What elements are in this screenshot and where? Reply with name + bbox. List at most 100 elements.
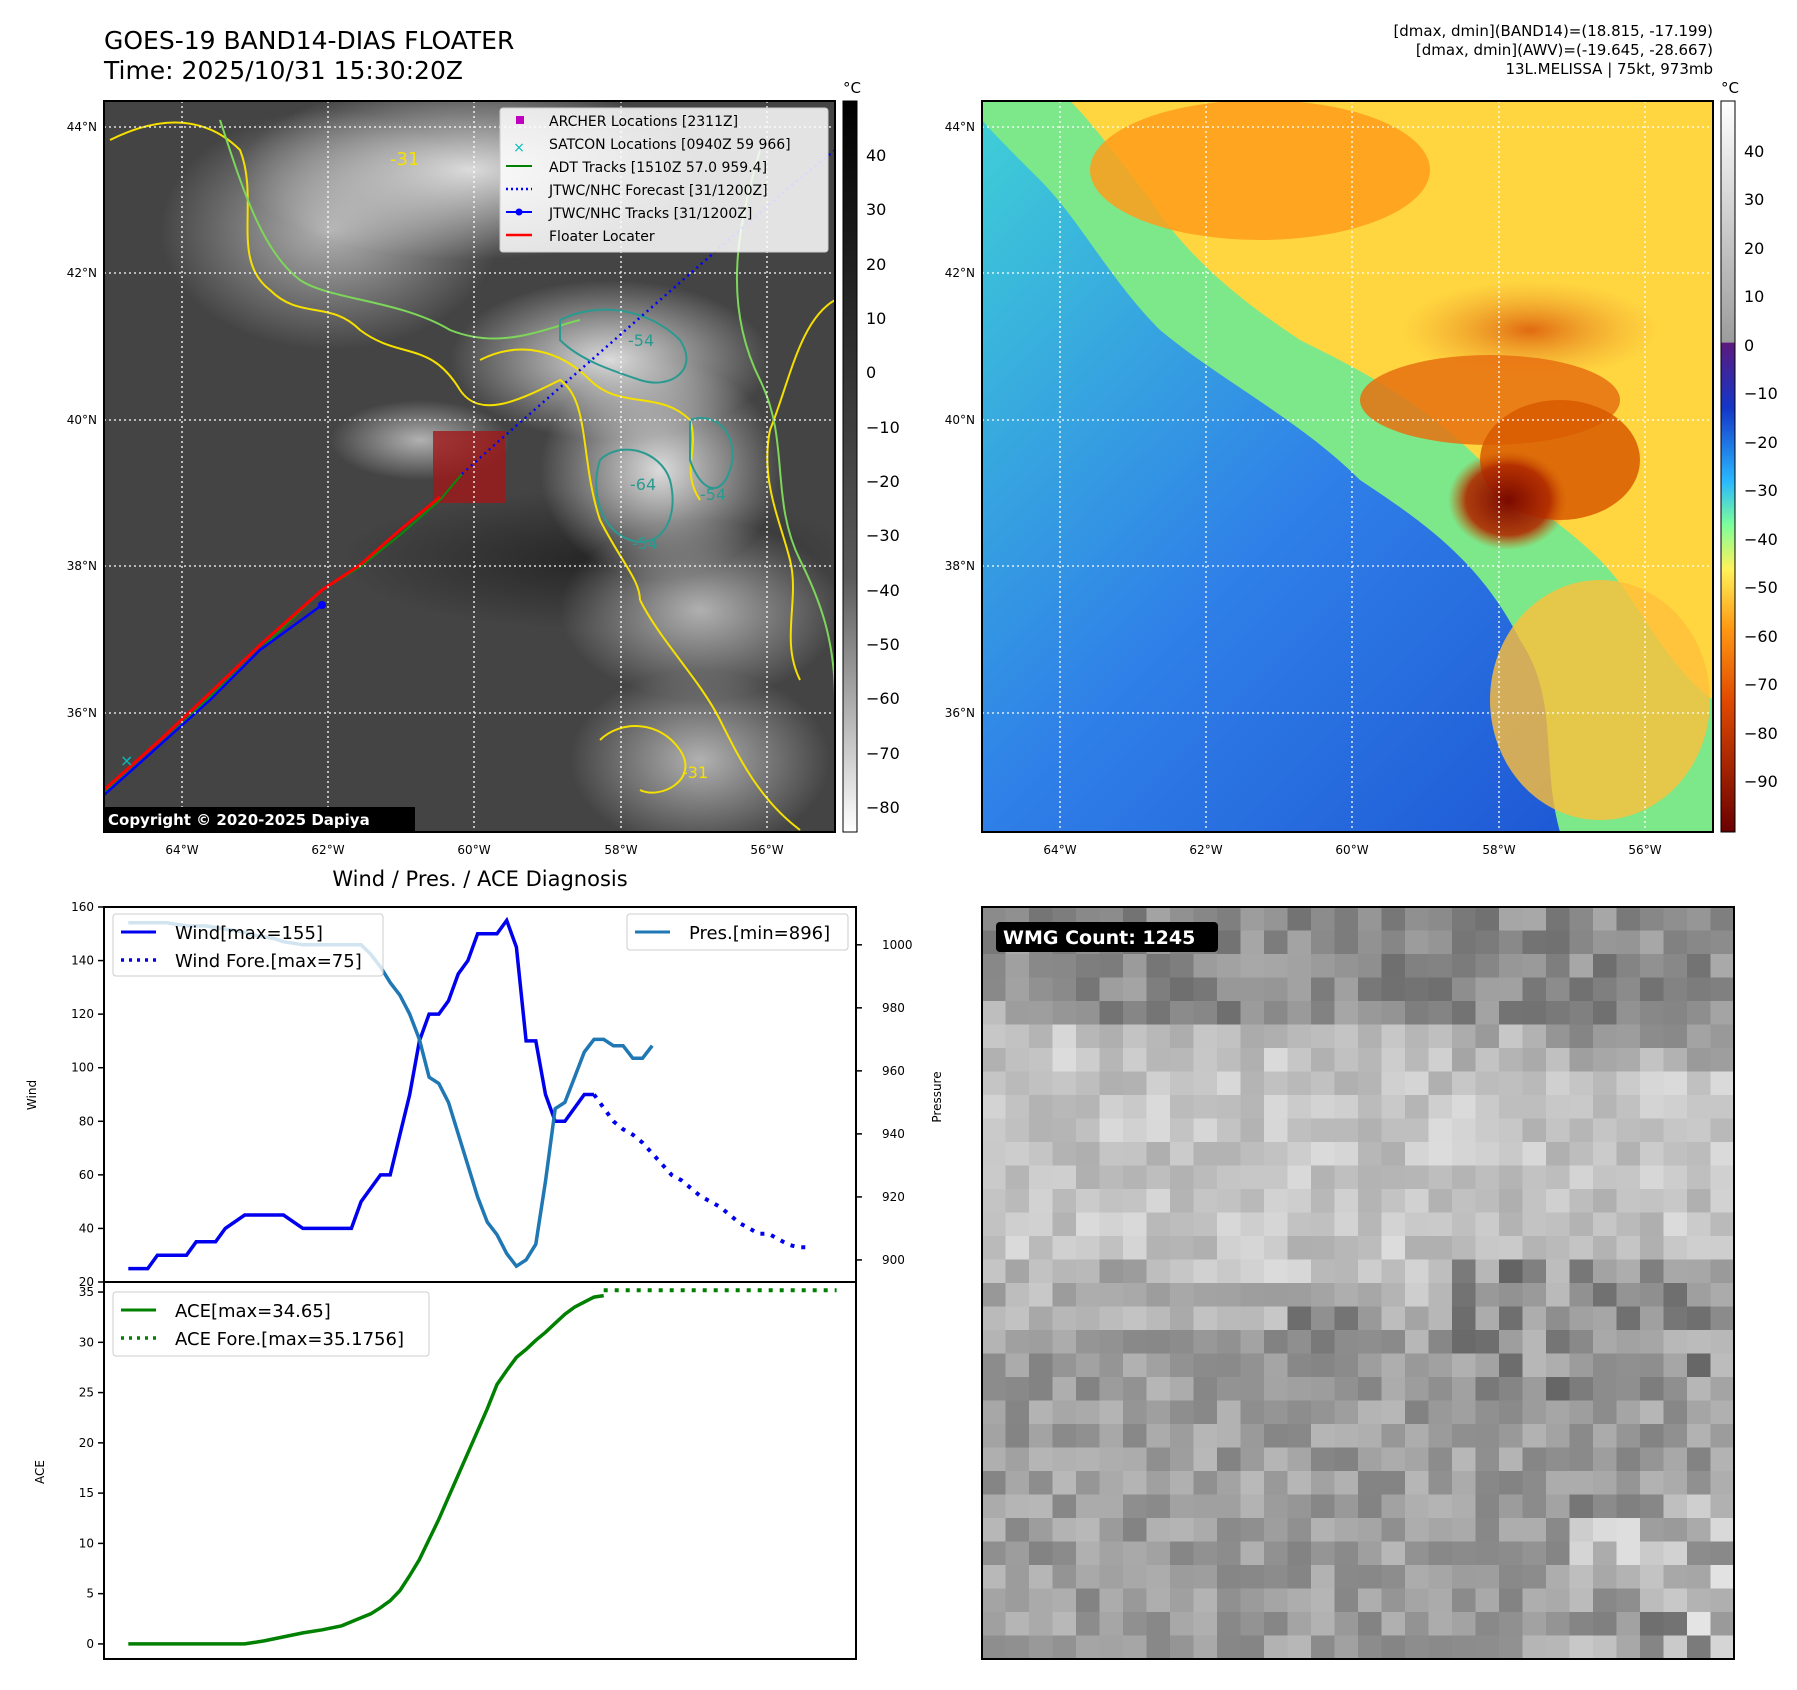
wmg-cell	[1522, 1588, 1547, 1613]
wmg-cell	[1381, 1377, 1406, 1402]
wmg-cell	[1381, 1447, 1406, 1472]
wmg-cell	[1005, 1212, 1030, 1237]
wmg-cell	[1593, 1212, 1618, 1237]
wmg-cell	[1640, 1400, 1665, 1425]
diagnosis-chart: Wind / Pres. / ACE Diagnosis 20406080100…	[25, 867, 944, 1660]
wmg-cell	[1193, 1471, 1218, 1496]
wmg-cell	[1569, 1400, 1594, 1425]
wmg-cell	[1616, 1071, 1641, 1096]
wmg-cell	[1193, 977, 1218, 1002]
cloud-core	[1448, 450, 1568, 550]
wmg-cell	[1240, 1001, 1265, 1026]
wmg-cell	[1170, 1471, 1195, 1496]
wmg-cell	[1334, 1306, 1359, 1331]
wmg-cell	[1381, 1024, 1406, 1049]
wmg-cell	[1334, 1471, 1359, 1496]
wmg-cell	[1522, 1001, 1547, 1026]
wmg-cell	[982, 1635, 1007, 1659]
wmg-cell	[1616, 1306, 1641, 1331]
wmg-cell	[1593, 1024, 1618, 1049]
wmg-cell	[1616, 1588, 1641, 1613]
wmg-cell	[1569, 1612, 1594, 1637]
wmg-cell	[1405, 1165, 1430, 1190]
wmg-cell	[1217, 1048, 1242, 1073]
wmg-cell	[1405, 1447, 1430, 1472]
wmg-cell	[1170, 954, 1195, 979]
wmg-cell	[1475, 1353, 1500, 1378]
wmg-cell	[1522, 1612, 1547, 1637]
wmg-cell	[1499, 1283, 1524, 1308]
wmg-cell	[1029, 1142, 1054, 1167]
wmg-cell	[1170, 1001, 1195, 1026]
wmg-cell	[1358, 1447, 1383, 1472]
wmg-cell	[1264, 1353, 1289, 1378]
wmg-cell	[1452, 1612, 1477, 1637]
wmg-cell	[1475, 1541, 1500, 1566]
wmg-cell	[1193, 1447, 1218, 1472]
color-cb-tick: 20	[1744, 239, 1764, 258]
wmg-cell	[982, 1071, 1007, 1096]
wmg-cell	[1240, 1236, 1265, 1261]
wmg-cell	[1569, 1024, 1594, 1049]
wmg-cell	[1640, 1635, 1665, 1659]
wmg-cell	[1640, 1306, 1665, 1331]
wmg-cell	[1405, 1400, 1430, 1425]
wmg-cell	[1123, 1612, 1148, 1637]
wmg-cell	[1076, 1612, 1101, 1637]
wmg-cell	[1569, 1635, 1594, 1659]
wmg-cell	[1452, 1565, 1477, 1590]
wmg-cell	[1710, 1001, 1734, 1026]
wmg-cell	[1405, 1471, 1430, 1496]
wmg-cell	[1099, 1424, 1124, 1449]
wmg-cell	[1522, 1071, 1547, 1096]
wmg-cell	[1616, 1518, 1641, 1543]
wmg-cell	[1522, 1095, 1547, 1120]
wmg-cell	[1240, 1071, 1265, 1096]
wmg-cell	[1405, 1377, 1430, 1402]
wmg-cell	[1052, 1095, 1077, 1120]
wmg-cell	[1710, 1377, 1734, 1402]
wmg-cell	[1428, 1071, 1453, 1096]
wmg-cell	[1217, 1024, 1242, 1049]
wmg-cell	[1663, 1212, 1688, 1237]
wmg-cell	[1452, 930, 1477, 955]
wmg-cell	[1499, 954, 1524, 979]
wmg-cell	[1640, 930, 1665, 955]
wmg-cell	[1311, 1189, 1336, 1214]
wmg-cell	[1311, 977, 1336, 1002]
wmg-cell	[1475, 1565, 1500, 1590]
wmg-cell	[1358, 1024, 1383, 1049]
wmg-cell	[1475, 1142, 1500, 1167]
wmg-cell	[1522, 1259, 1547, 1284]
wmg-cell	[1381, 1048, 1406, 1073]
wmg-cell	[1687, 1471, 1712, 1496]
wmg-cell	[1663, 977, 1688, 1002]
wmg-cell	[1287, 1001, 1312, 1026]
wmg-cell	[1452, 1048, 1477, 1073]
color-cb-tick: −40	[1744, 530, 1778, 549]
wmg-cell	[1334, 977, 1359, 1002]
wmg-cell	[1358, 907, 1383, 932]
color-lat-label: 38°N	[945, 559, 975, 573]
wind-tick-label: 20	[79, 1275, 94, 1289]
wmg-cell	[1499, 1400, 1524, 1425]
wmg-cell	[1499, 1377, 1524, 1402]
wmg-cell	[1217, 1565, 1242, 1590]
ir-colorbar-ticks: 40 30 20 10 0 −10 −20 −30 −40 −50 −60 −7…	[866, 146, 900, 817]
wmg-cell	[1616, 1447, 1641, 1472]
wmg-cell	[1663, 1306, 1688, 1331]
wmg-cell	[982, 1259, 1007, 1284]
satcon-marker: ×	[120, 751, 133, 770]
wmg-cell	[1123, 1565, 1148, 1590]
wmg-cell	[1499, 1001, 1524, 1026]
wmg-cell	[1076, 1212, 1101, 1237]
wmg-cell	[1687, 907, 1712, 932]
wmg-cell	[1499, 1330, 1524, 1355]
wmg-cell	[1593, 1189, 1618, 1214]
ir-lat-label: 42°N	[67, 266, 97, 280]
wmg-cell	[1311, 954, 1336, 979]
wmg-cell	[982, 1565, 1007, 1590]
wmg-cell	[1569, 1189, 1594, 1214]
wmg-cell	[1146, 1424, 1171, 1449]
wmg-cell	[1240, 1565, 1265, 1590]
